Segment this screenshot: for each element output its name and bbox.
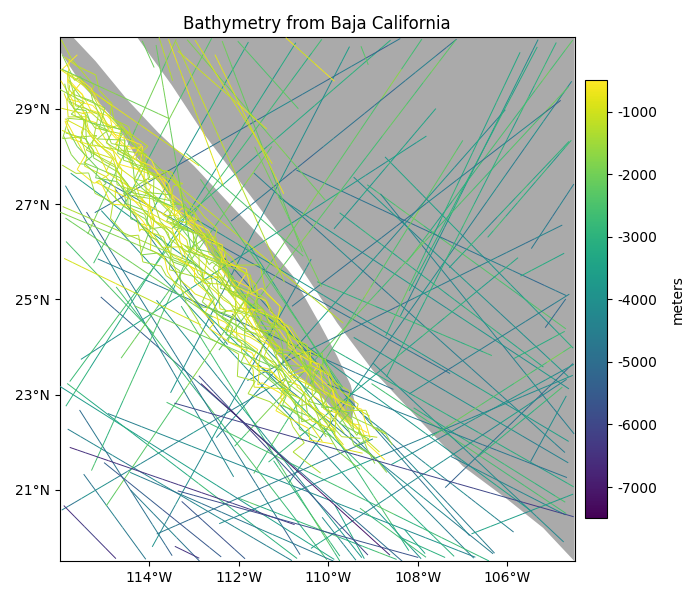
- Polygon shape: [6, 0, 355, 423]
- Title: Bathymetry from Baja California: Bathymetry from Baja California: [183, 15, 451, 33]
- Y-axis label: meters: meters: [671, 275, 685, 324]
- Polygon shape: [60, 0, 575, 561]
